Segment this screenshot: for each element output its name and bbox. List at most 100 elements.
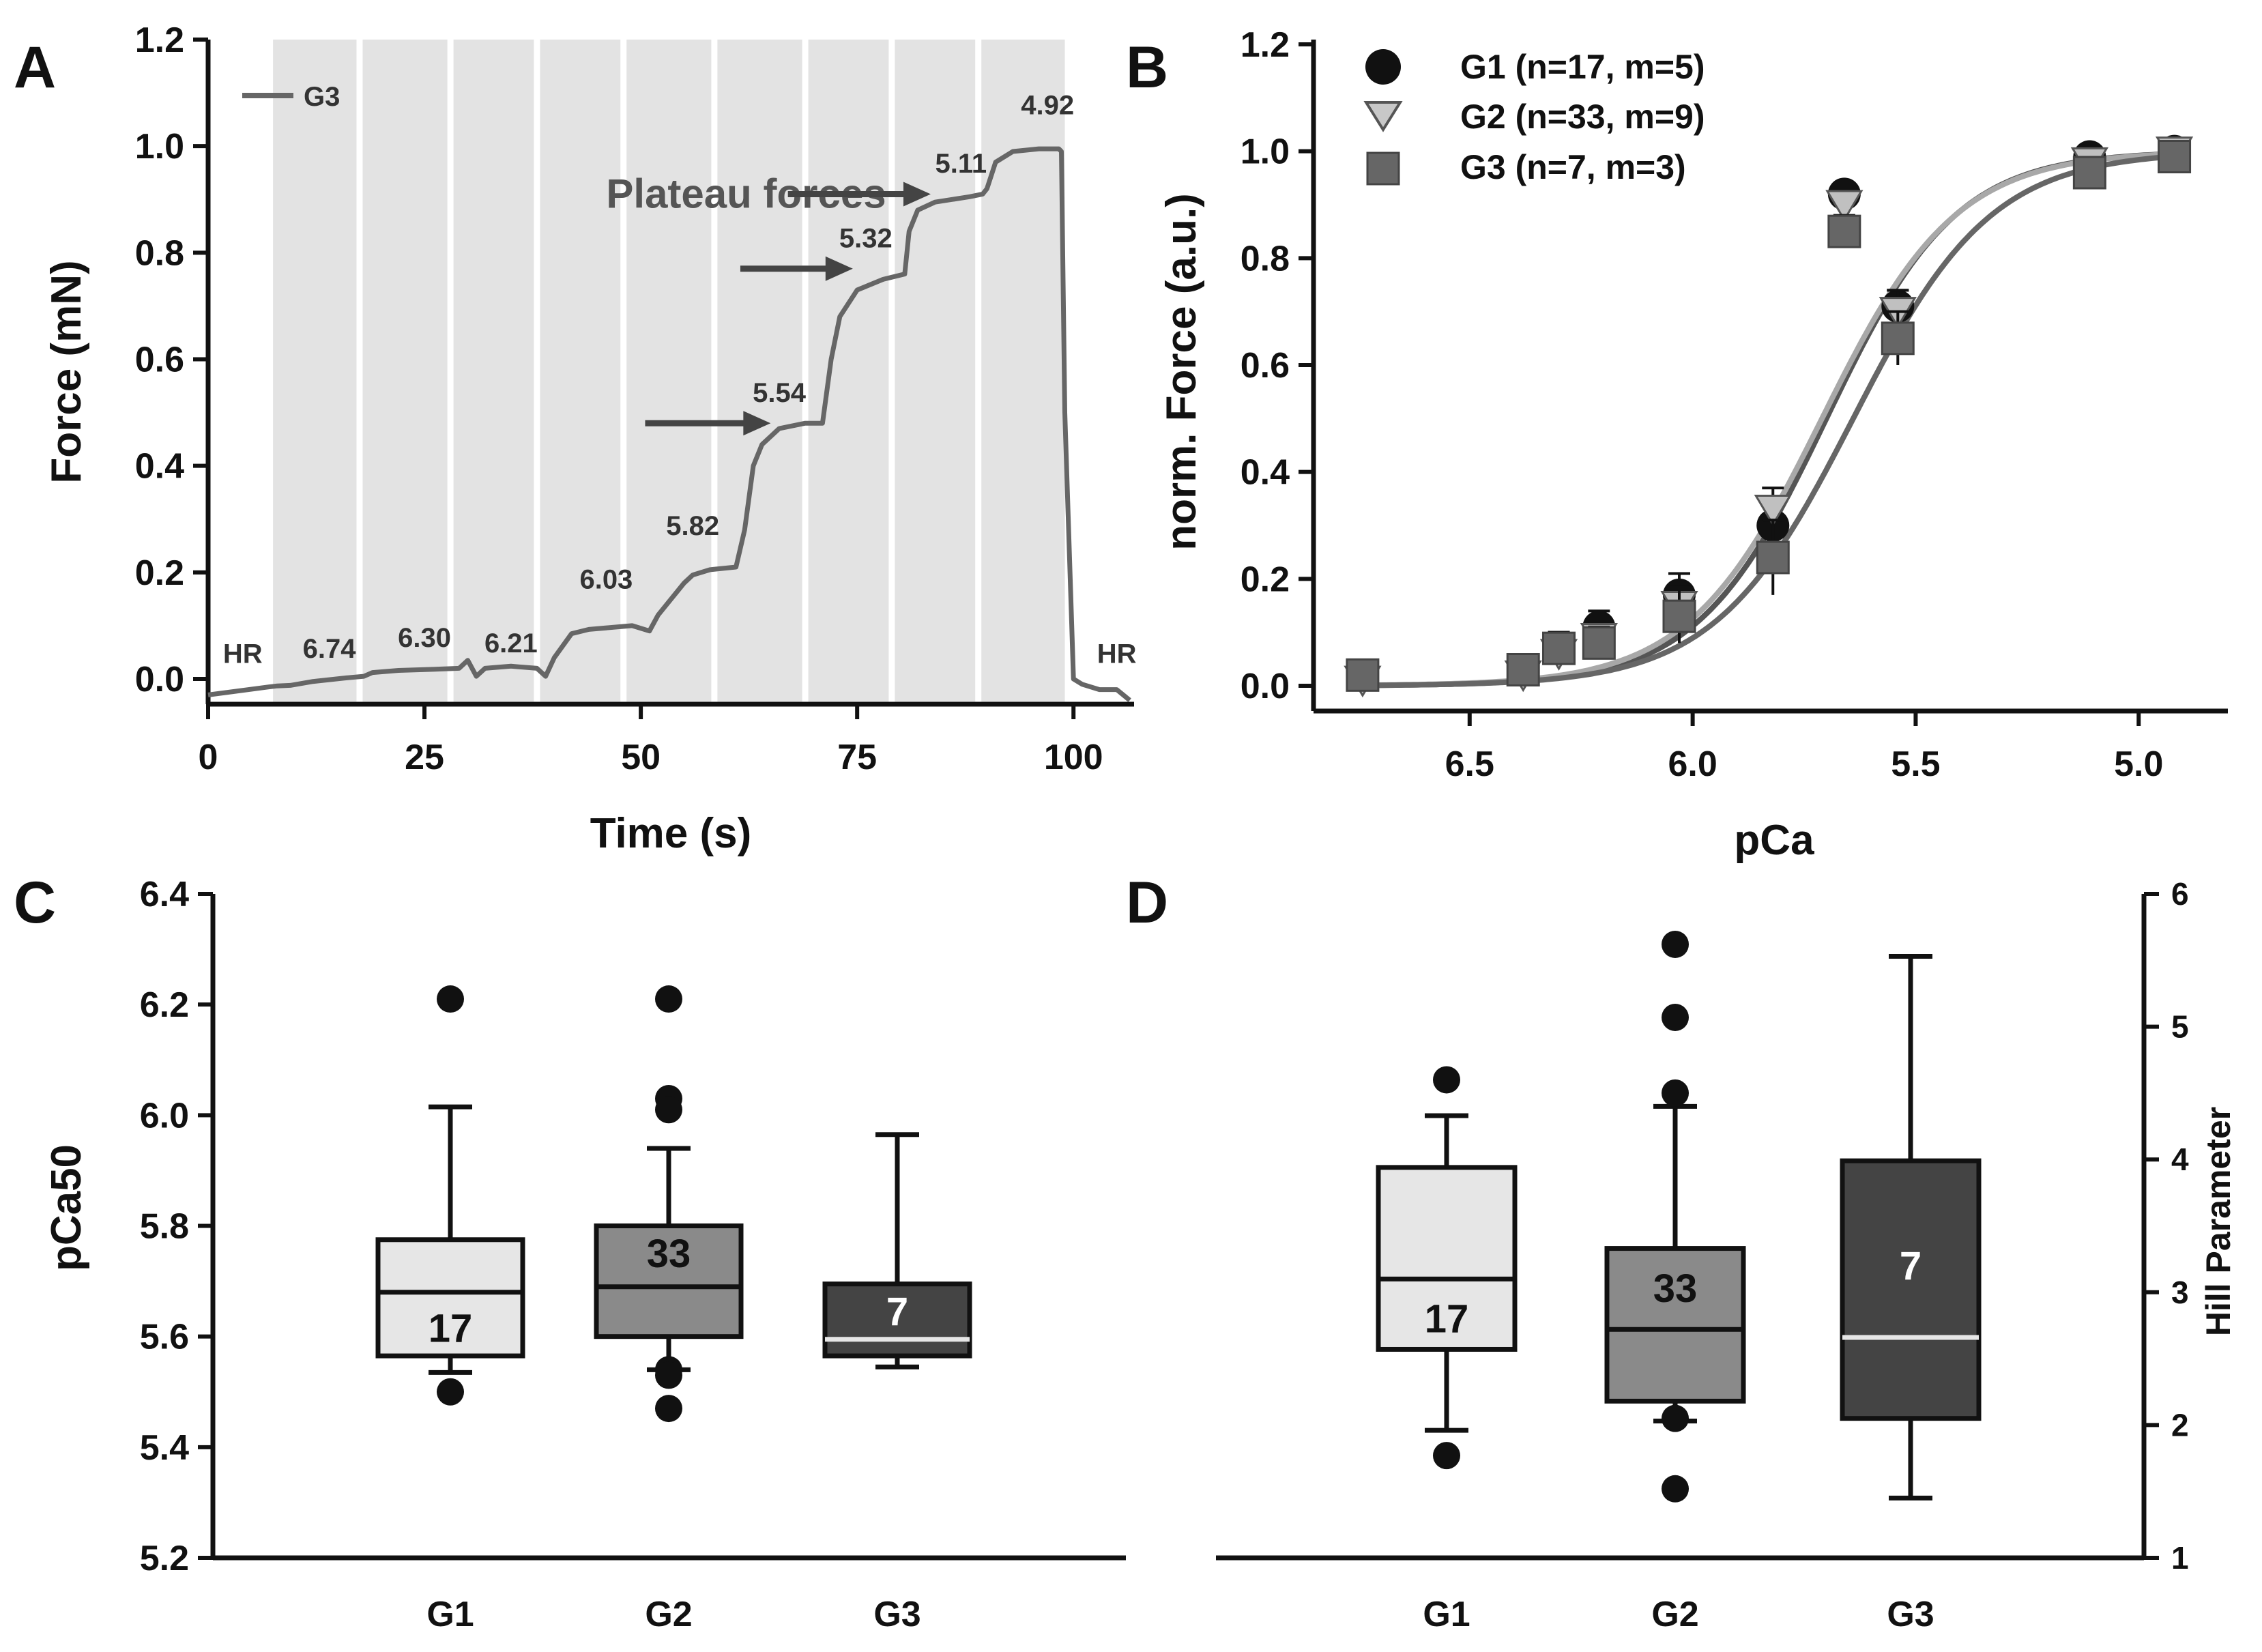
y-axis-title: Hill Parameter — [2199, 1107, 2237, 1336]
x-tick-label: G3 — [873, 1595, 920, 1634]
boxplot-g3: 7 — [1840, 953, 1982, 1501]
pca-step-label: 6.30 — [398, 623, 451, 653]
data-point — [1662, 588, 1696, 643]
sample-size-label: 7 — [1900, 1244, 1922, 1288]
sample-size-label: 17 — [1425, 1297, 1469, 1342]
x-tick-label: G2 — [1651, 1595, 1698, 1634]
y-tick-label: 6.0 — [140, 1096, 189, 1135]
data-point — [1881, 310, 1915, 365]
y-tick-label: 5 — [2171, 1009, 2189, 1045]
y-tick-label: 6.2 — [140, 985, 189, 1025]
y-tick-label: 3 — [2171, 1275, 2189, 1310]
outlier-point — [1433, 1442, 1460, 1470]
pca-step-label: 6.03 — [579, 564, 633, 594]
x-tick-label: G3 — [1887, 1595, 1934, 1634]
outlier-point — [1662, 1404, 1689, 1432]
legend-label-g1: G1 (n=17, m=5) — [1460, 48, 1705, 86]
x-tick-label: 5.5 — [1891, 744, 1940, 784]
y-tick-label: 1 — [2171, 1540, 2189, 1576]
data-point — [1346, 658, 1380, 692]
pca-step-label: 4.92 — [1021, 90, 1074, 120]
y-tick-label: 0.6 — [1241, 346, 1290, 386]
pca-step-label: 5.32 — [839, 224, 893, 254]
y-ticks: 0.0 0.2 0.4 0.6 0.8 1.0 1.2 — [135, 20, 208, 699]
x-ticks: 0 25 50 75 100 — [199, 704, 1103, 777]
y-tick-label: 2 — [2171, 1407, 2189, 1443]
boxplots: 17 33 7 — [1376, 930, 1982, 1503]
legend-a: G3 — [242, 82, 340, 112]
x-tick-label: 6.5 — [1445, 744, 1494, 784]
y-tick-label: 0.6 — [135, 340, 184, 380]
y-axis-title: norm. Force (a.u.) — [1158, 193, 1205, 551]
y-tick-label: 5.4 — [140, 1428, 189, 1468]
y-tick-label: 0.2 — [1241, 560, 1290, 599]
y-tick-label: 0.8 — [135, 233, 184, 273]
x-axis-title: Time (s) — [590, 810, 752, 857]
x-tick-label: G1 — [426, 1595, 474, 1634]
y-tick-label: 5.2 — [140, 1539, 189, 1578]
plateau-arrow — [787, 182, 931, 207]
y-tick-label: 0.8 — [1241, 239, 1290, 278]
panel-letter-c: C — [14, 870, 56, 936]
y-tick-label: 0.0 — [135, 660, 184, 699]
y-ticks: 5.2 5.4 5.6 5.8 6.0 6.2 6.4 — [140, 875, 213, 1578]
sample-size-label: 7 — [886, 1290, 908, 1334]
hill-fit-curves — [1358, 151, 2175, 689]
y-tick-label: 1.0 — [135, 127, 184, 166]
pca-step-label: 6.74 — [303, 634, 357, 664]
legend-label-g3: G3 (n=7, m=3) — [1460, 148, 1686, 186]
pca-step-label: 5.54 — [753, 378, 807, 408]
y-tick-label: 6.4 — [140, 875, 189, 914]
pca-step-label: HR — [1097, 639, 1137, 669]
y-tick-label: 1.2 — [1241, 25, 1290, 65]
x-tick-label: 0 — [199, 738, 218, 777]
y-tick-label: 5.8 — [140, 1207, 189, 1247]
step-shading — [273, 40, 1065, 704]
y-tick-label: 1.0 — [1241, 132, 1290, 172]
panel-c: C 5.2 5.4 5.6 5.8 6.0 6.2 6.4 17 33 7 G1 G2 G3 pCa… — [14, 870, 1126, 1634]
x-tick-labels: G1 G2 G3 — [426, 1595, 920, 1634]
legend-marker-g1 — [1365, 49, 1401, 85]
box — [1840, 1158, 1982, 1421]
plateau-arrows — [645, 182, 931, 436]
box — [1376, 1165, 1518, 1352]
box — [375, 1237, 525, 1359]
x-tick-label: 25 — [405, 738, 444, 777]
legend-marker-g2 — [1363, 101, 1403, 132]
box — [594, 1223, 744, 1339]
data-points — [1344, 134, 2194, 698]
force-trace-g3 — [207, 146, 1131, 702]
x-tick-label: 50 — [621, 738, 661, 777]
y-ticks: 1 2 3 4 5 6 — [2144, 876, 2189, 1576]
y-tick-label: 4 — [2171, 1142, 2189, 1177]
y-axis-title: pCa50 — [43, 1144, 90, 1271]
boxplot-g3: 7 — [822, 1132, 972, 1370]
plateau-arrow — [740, 256, 853, 281]
y-tick-label: 1.2 — [135, 20, 184, 60]
y-tick-label: 0.2 — [135, 553, 184, 593]
data-point — [2072, 156, 2106, 190]
pca-step-label: 5.11 — [936, 149, 987, 179]
panel-letter-a: A — [14, 35, 56, 100]
panel-d: D 1 2 3 4 5 6 17 33 7 G1 G2 G3 Hill Parameter — [1126, 870, 2237, 1634]
x-tick-label: 100 — [1044, 738, 1103, 777]
x-tick-label: 5.0 — [2114, 744, 2163, 784]
outlier-point — [655, 985, 682, 1013]
legend-marker-g3 — [1366, 151, 1400, 186]
step-shading-band — [273, 40, 1065, 704]
boxplot-g2: 33 — [1604, 930, 1746, 1503]
legend-b: G1 (n=17, m=5) G2 (n=33, m=9) G3 (n=7, m… — [1363, 48, 1705, 186]
sample-size-label: 33 — [1653, 1266, 1698, 1311]
y-tick-label: 0.0 — [1241, 667, 1290, 706]
panel-letter-b: B — [1126, 35, 1168, 100]
pca-step-label: 5.82 — [666, 511, 719, 541]
y-tick-label: 0.4 — [135, 447, 184, 487]
y-axis-title: Force (mN) — [43, 260, 90, 483]
x-tick-label: 6.0 — [1668, 744, 1717, 784]
data-point — [1506, 653, 1540, 686]
data-point — [1756, 519, 1790, 595]
sample-size-label: 17 — [429, 1307, 473, 1351]
outlier-point — [437, 985, 464, 1013]
pca-step-labels: HR 6.74 6.30 6.21 6.03 5.82 5.54 5.32 5.11 4.92 HR — [223, 90, 1137, 669]
